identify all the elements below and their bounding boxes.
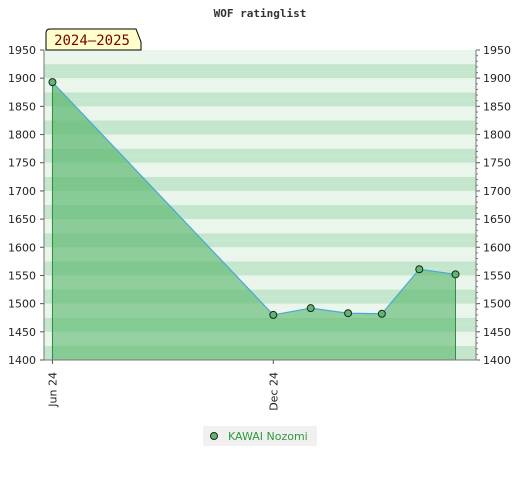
rating-point[interactable] bbox=[451, 270, 460, 279]
rating-point[interactable] bbox=[269, 310, 278, 319]
plot-background-bands bbox=[44, 50, 476, 360]
y-tick-label-left: 1850 bbox=[8, 100, 36, 113]
background-band bbox=[44, 247, 476, 255]
season-badge-text: 2024–2025 bbox=[54, 33, 130, 49]
y-tick-label-right: 1550 bbox=[483, 269, 511, 282]
y-tick-label-right: 1950 bbox=[483, 44, 511, 57]
background-band bbox=[44, 120, 476, 128]
background-band bbox=[44, 233, 476, 241]
season-badge: 2024–2025 bbox=[45, 28, 142, 51]
y-tick-label-right: 1650 bbox=[483, 213, 511, 226]
rating-area-fill bbox=[52, 82, 456, 361]
y-tick-label-left: 1450 bbox=[8, 326, 36, 339]
y-tick-label-right: 1500 bbox=[483, 298, 511, 311]
rating-point[interactable] bbox=[415, 265, 424, 274]
y-tick-label-left: 1700 bbox=[8, 185, 36, 198]
x-tick-label: Dec 24 bbox=[267, 372, 280, 411]
legend-box bbox=[203, 426, 317, 446]
background-band bbox=[44, 176, 476, 184]
y-tick-label-left: 1950 bbox=[8, 44, 36, 57]
background-band bbox=[44, 85, 476, 93]
background-band bbox=[44, 155, 476, 163]
y-tick-label-right: 1900 bbox=[483, 72, 511, 85]
background-band bbox=[44, 275, 476, 283]
background-band bbox=[44, 254, 476, 262]
season-badge-shape bbox=[45, 28, 142, 51]
background-band bbox=[44, 148, 476, 156]
legend[interactable]: KAWAI Nozomi bbox=[203, 426, 317, 446]
y-axis-right: 1400 1450 1500 1550 1600 1650 1700 1750 1800 1850… bbox=[476, 44, 511, 367]
background-band bbox=[44, 197, 476, 205]
background-band bbox=[44, 106, 476, 114]
background-band bbox=[44, 141, 476, 149]
background-band bbox=[44, 92, 476, 100]
background-band bbox=[44, 57, 476, 65]
background-band bbox=[44, 127, 476, 135]
y-tick-label-right: 1400 bbox=[483, 354, 511, 367]
background-band bbox=[44, 190, 476, 198]
y-tick-label-left: 1400 bbox=[8, 354, 36, 367]
y-tick-label-left: 1900 bbox=[8, 72, 36, 85]
y-tick-label-left: 1600 bbox=[8, 241, 36, 254]
background-band bbox=[44, 219, 476, 227]
y-tick-label-left: 1550 bbox=[8, 269, 36, 282]
y-tick-label-left: 1750 bbox=[8, 157, 36, 170]
background-band bbox=[44, 240, 476, 248]
rating-point[interactable] bbox=[48, 78, 57, 87]
rating-point[interactable] bbox=[344, 309, 353, 318]
y-tick-label-right: 1800 bbox=[483, 129, 511, 142]
background-band bbox=[44, 99, 476, 107]
background-band bbox=[44, 71, 476, 79]
background-band bbox=[44, 134, 476, 142]
legend-marker-icon bbox=[210, 432, 218, 440]
background-band bbox=[44, 282, 476, 290]
y-tick-label-left: 1650 bbox=[8, 213, 36, 226]
legend-label: KAWAI Nozomi bbox=[228, 430, 308, 443]
background-band bbox=[44, 113, 476, 121]
background-band bbox=[44, 226, 476, 234]
rating-markers bbox=[48, 78, 460, 319]
y-tick-label-right: 1450 bbox=[483, 326, 511, 339]
rating-point[interactable] bbox=[377, 309, 386, 318]
y-tick-label-right: 1850 bbox=[483, 100, 511, 113]
background-band bbox=[44, 64, 476, 72]
background-band bbox=[44, 183, 476, 191]
chart-title: WOF ratinglist bbox=[214, 7, 307, 20]
y-tick-label-left: 1500 bbox=[8, 298, 36, 311]
background-band bbox=[44, 50, 476, 58]
background-band bbox=[44, 289, 476, 297]
y-tick-label-right: 1750 bbox=[483, 157, 511, 170]
background-band bbox=[44, 261, 476, 269]
x-axis: Jun 24 Dec 24 bbox=[46, 360, 280, 411]
y-tick-label-left: 1800 bbox=[8, 129, 36, 142]
rating-point[interactable] bbox=[306, 304, 315, 313]
background-band bbox=[44, 78, 476, 86]
rating-drop-lines bbox=[51, 82, 456, 360]
y-tick-label-right: 1600 bbox=[483, 241, 511, 254]
background-band bbox=[44, 212, 476, 220]
x-tick-label: Jun 24 bbox=[46, 372, 59, 408]
background-band bbox=[44, 169, 476, 177]
y-axis-left: 1400 1450 1500 1550 1600 1650 1700 1750 1800 1850… bbox=[8, 44, 44, 367]
background-band bbox=[44, 205, 476, 213]
background-band bbox=[44, 162, 476, 170]
y-tick-label-right: 1700 bbox=[483, 185, 511, 198]
background-band bbox=[44, 268, 476, 276]
